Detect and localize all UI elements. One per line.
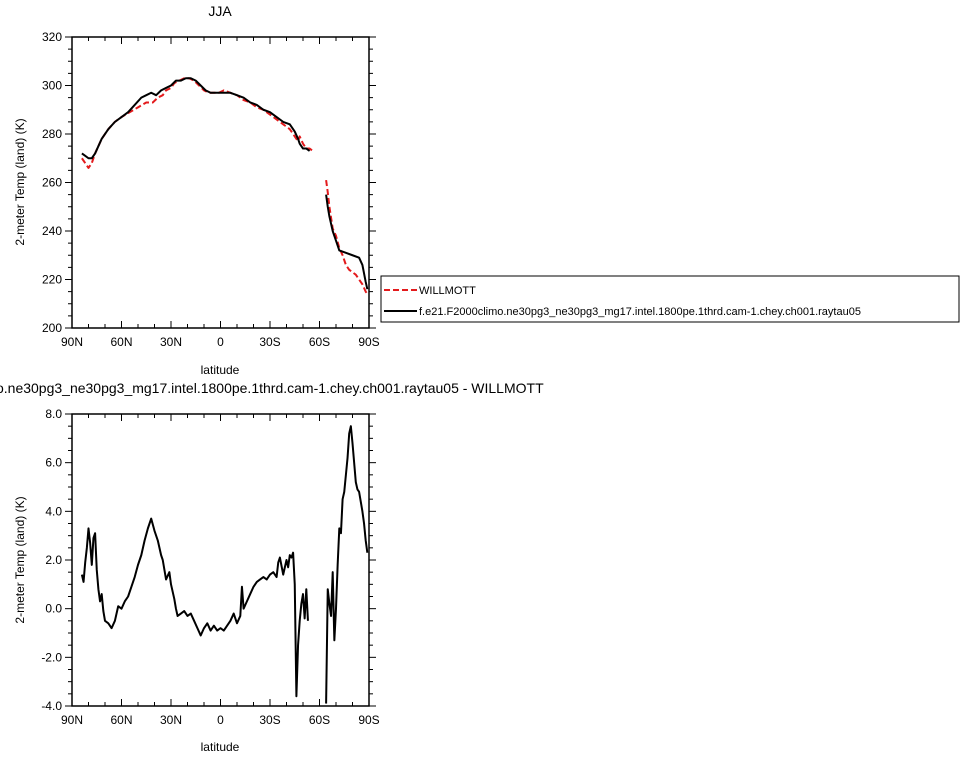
bottom-series-0-segment-1 <box>325 425 369 704</box>
top-series-0-segment-0 <box>81 77 314 169</box>
bottom-series-0-segment-0 <box>80 517 309 698</box>
bottom-x-tick-label: 60N <box>110 713 132 727</box>
bottom-x-tick-label: 90N <box>61 713 83 727</box>
legend-label-willmott: WILLMOTT <box>419 285 476 297</box>
top-x-tick-label: 30S <box>259 335 280 349</box>
top-x-tick-label: 0 <box>217 335 224 349</box>
bottom-panel: f.e21.F2000climo.ne30pg3_ne30pg3_mg17.in… <box>0 380 544 754</box>
top-panel: JJA 90N 60N 30N 0 30S 60S 90S 200 220 240 260 280 30… <box>13 3 960 377</box>
bottom-y-tick-label: 0.0 <box>45 602 62 616</box>
bottom-panel-title: f.e21.F2000climo.ne30pg3_ne30pg3_mg17.in… <box>0 380 544 396</box>
top-y-tick-label: 200 <box>42 321 62 335</box>
top-panel-title: JJA <box>208 3 232 19</box>
top-y-tick-label: 240 <box>42 224 62 238</box>
top-y-tick-label: 220 <box>42 273 62 287</box>
top-y-tick-label: 320 <box>42 30 62 44</box>
top-x-tick-label: 90N <box>61 335 83 349</box>
top-x-tick-label: 60N <box>110 335 132 349</box>
bottom-y-axis-label: 2-meter Temp (land) (K) <box>13 496 27 623</box>
bottom-x-axis-label: latitude <box>201 740 240 754</box>
top-plot-frame <box>71 36 370 329</box>
top-x-tick-label: 90S <box>358 335 379 349</box>
bottom-x-tick-label: 60S <box>309 713 330 727</box>
bottom-y-tick-label: 4.0 <box>45 504 62 518</box>
bottom-plot-frame <box>71 413 370 707</box>
top-series-1-segment-1 <box>325 194 369 290</box>
bottom-y-tick-label: -4.0 <box>41 699 62 713</box>
bottom-x-tick-label: 30S <box>259 713 280 727</box>
top-y-axis-label: 2-meter Temp (land) (K) <box>13 118 27 245</box>
top-y-tick-label: 260 <box>42 176 62 190</box>
bottom-y-tick-label: 2.0 <box>45 553 62 567</box>
bottom-plot-area: 90N 60N 30N 0 30S 60S 90S -4.0 -2.0 0.0 2.0 4.0 6.0 8… <box>41 407 379 727</box>
top-y-tick-label: 280 <box>42 127 62 141</box>
top-series-1-segment-0 <box>81 77 311 160</box>
legend-label-model: f.e21.F2000climo.ne30pg3_ne30pg3_mg17.in… <box>419 306 861 318</box>
legend: WILLMOTT f.e21.F2000climo.ne30pg3_ne30pg… <box>380 275 960 323</box>
top-y-tick-label: 300 <box>42 79 62 93</box>
bottom-y-tick-label: -2.0 <box>41 650 62 664</box>
bottom-x-tick-label: 0 <box>217 713 224 727</box>
top-x-tick-label: 60S <box>309 335 330 349</box>
top-plot-area: 90N 60N 30N 0 30S 60S 90S 200 220 240 260 280 300 320 <box>42 30 380 349</box>
top-series-0-segment-1 <box>325 179 369 295</box>
top-x-axis-label: latitude <box>201 363 240 377</box>
legend-box <box>380 275 960 323</box>
bottom-x-tick-label: 30N <box>160 713 182 727</box>
bottom-y-tick-label: 6.0 <box>45 456 62 470</box>
bottom-y-tick-label: 8.0 <box>45 407 62 421</box>
top-x-tick-label: 30N <box>160 335 182 349</box>
bottom-x-tick-label: 90S <box>358 713 379 727</box>
